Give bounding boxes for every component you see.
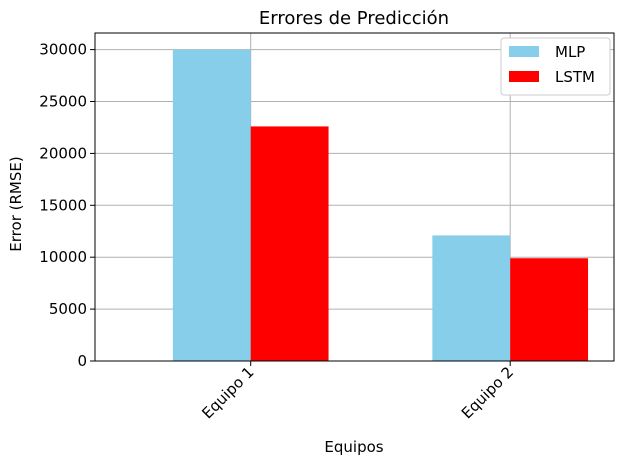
bar-mlp-1 (172, 49, 251, 361)
x-axis-label: Equipos (324, 438, 383, 456)
x-tick-label: Equipo 2 (458, 363, 517, 422)
bar-lstm-1 (250, 126, 329, 361)
bar-mlp-2 (432, 235, 511, 361)
y-tick-label: 30000 (39, 41, 87, 59)
x-tick-label: Equipo 1 (198, 363, 257, 422)
y-tick-label: 20000 (39, 144, 87, 162)
y-tick-label: 10000 (39, 248, 87, 266)
legend-label-lstm: LSTM (555, 68, 595, 86)
y-tick-label: 5000 (49, 300, 87, 318)
legend: MLP LSTM (500, 37, 611, 96)
y-tick-label: 0 (77, 352, 87, 370)
bar-lstm-2 (510, 258, 589, 361)
legend-swatch-mlp (509, 46, 539, 57)
legend-label-mlp: MLP (555, 43, 585, 61)
chart-title: Errores de Predicción (259, 8, 449, 29)
legend-swatch-lstm (509, 71, 539, 82)
y-axis-label: Error (RMSE) (7, 156, 25, 251)
plot-area-frame (94, 32, 615, 362)
y-tick-label: 25000 (39, 93, 87, 111)
bars (172, 49, 589, 361)
y-tick-label: 15000 (39, 196, 87, 214)
